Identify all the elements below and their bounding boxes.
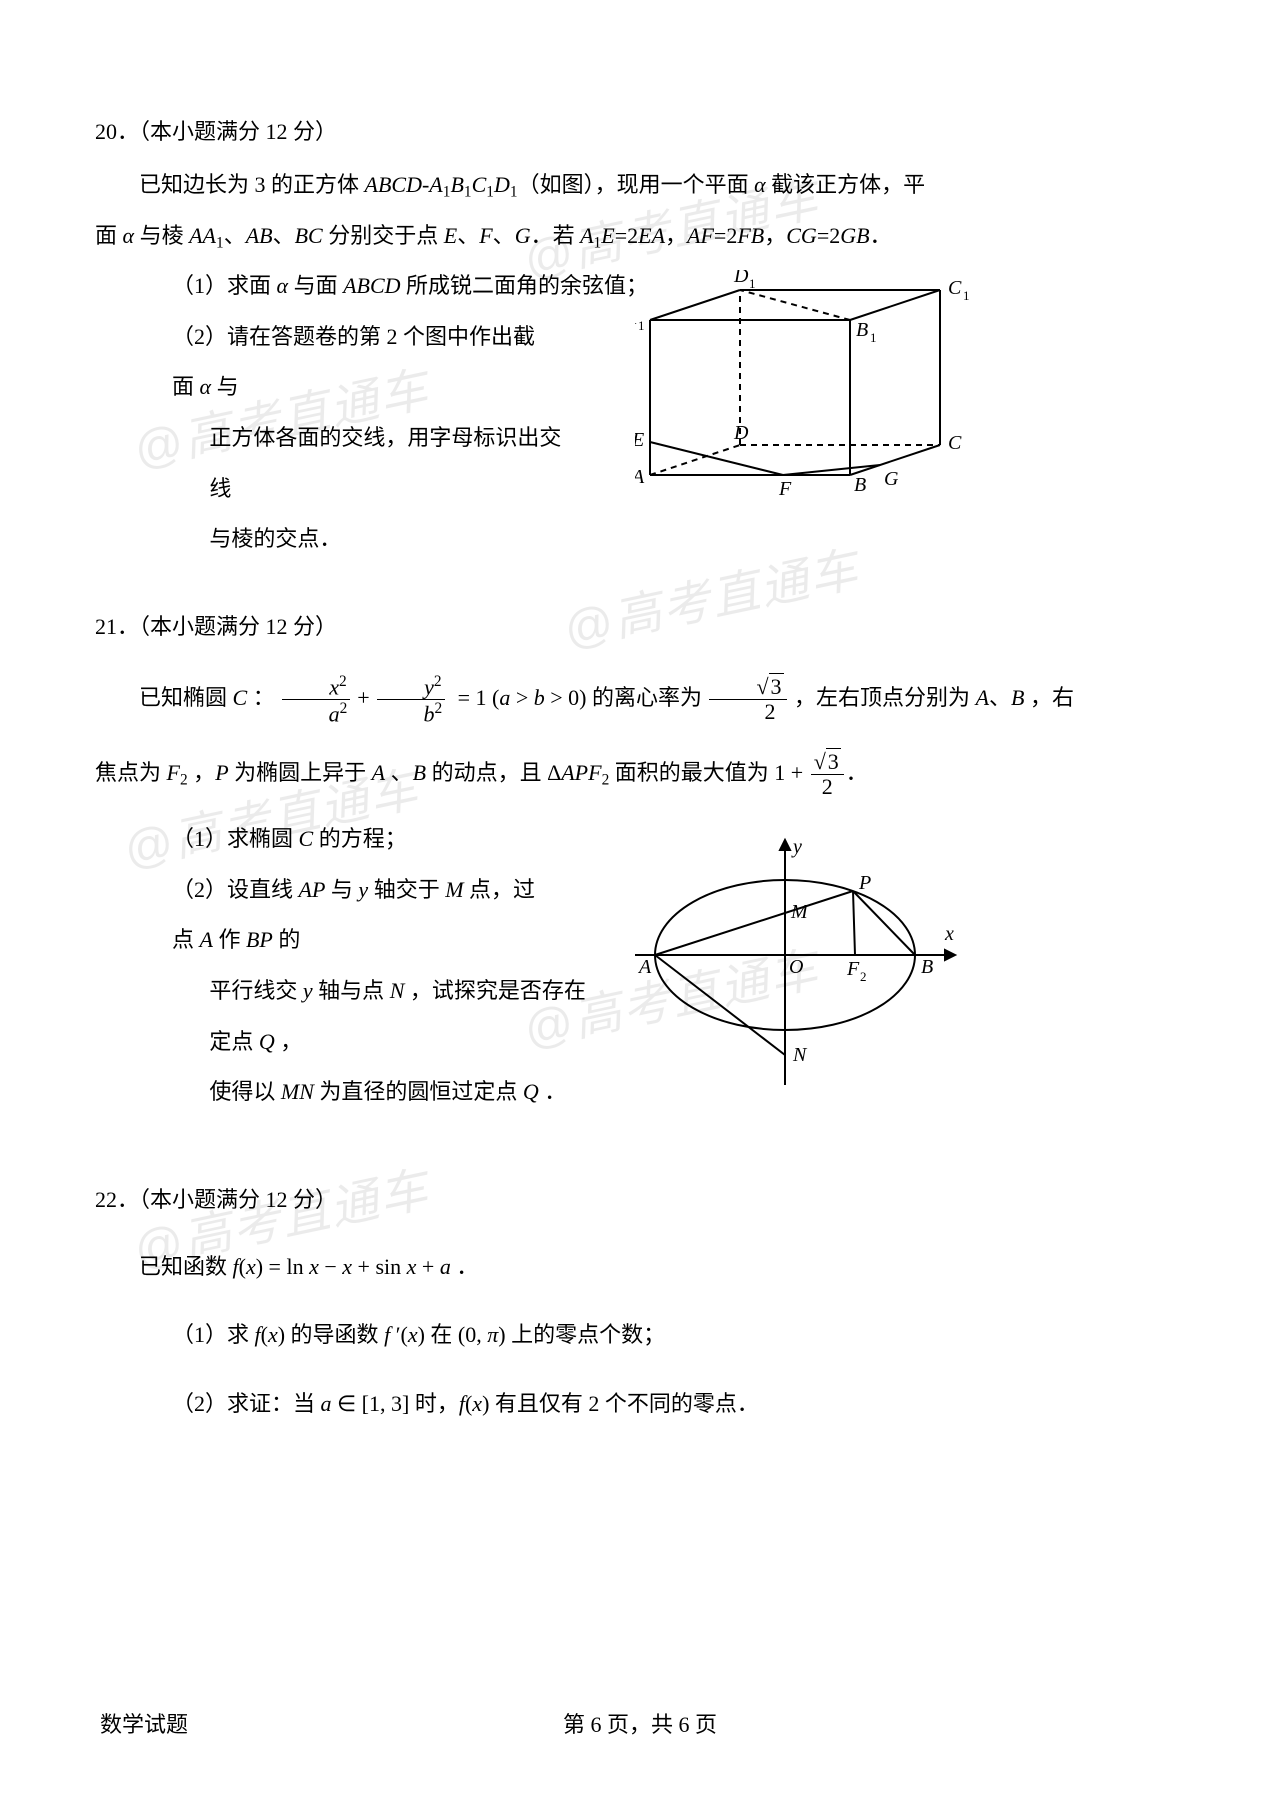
svg-text:1: 1 <box>749 276 756 291</box>
svg-text:A: A <box>635 466 645 488</box>
svg-text:B: B <box>856 319 868 341</box>
q20-text-1: 已知边长为 3 的正方体 ABCD-A1B1C1D1（如图），现用一个平面 α … <box>95 160 1185 211</box>
question-20: 20．（本小题满分 12 分） 已知边长为 3 的正方体 ABCD-A1B1C1… <box>95 110 1185 565</box>
svg-text:G: G <box>884 468 899 490</box>
q22-header: 22．（本小题满分 12 分） <box>95 1178 1185 1222</box>
svg-text:M: M <box>790 901 809 923</box>
svg-text:F: F <box>846 958 860 980</box>
svg-text:A: A <box>637 956 652 978</box>
q21-sub2-l3: 使得以 MN 为直径的圆恒过定点 Q ． <box>95 1067 595 1118</box>
svg-text:y: y <box>791 836 802 858</box>
q22-points: （本小题满分 12 分） <box>139 1187 337 1212</box>
svg-text:B: B <box>921 956 933 978</box>
svg-text:1: 1 <box>870 330 877 345</box>
svg-text:B: B <box>854 474 866 496</box>
q22-line1: 已知函数 f(x) = ln x − x + sin x + a ． <box>95 1242 1185 1293</box>
q21-line2: 焦点为 F2 ，P 为椭圆上异于 A 、B 的动点，且 ΔAPF2 面积的最大值… <box>95 748 1185 799</box>
footer-pagenum: 第 6 页，共 6 页 <box>563 1712 717 1737</box>
q21-sub2-l2: 平行线交 y 轴与点 N ，试探究是否存在定点 Q ， <box>95 966 595 1067</box>
q21-line1: 已知椭圆 C ： x2a2 + y2b2 = 1 (a > b > 0) 的离心… <box>95 673 1185 726</box>
svg-text:C: C <box>948 432 962 454</box>
question-22: 22．（本小题满分 12 分） 已知函数 f(x) = ln x − x + s… <box>95 1178 1185 1430</box>
q20-sub2-l3: 与棱的交点． <box>95 514 575 565</box>
q20-sub2-l1: （2）请在答题卷的第 2 个图中作出截面 α 与 <box>95 312 575 413</box>
q20-points: （本小题满分 12 分） <box>139 119 337 144</box>
svg-text:F: F <box>778 478 792 500</box>
q22-number: 22 <box>95 1187 117 1212</box>
question-21: 21．（本小题满分 12 分） 已知椭圆 C ： x2a2 + y2b2 = 1… <box>95 605 1185 1118</box>
q21-header: 21．（本小题满分 12 分） <box>95 605 1185 649</box>
q20-number: 20 <box>95 119 117 144</box>
q21-number: 21 <box>95 614 117 639</box>
cube-svg: A B C D A1 B1 C1 D1 E F G <box>635 270 985 510</box>
svg-text:1: 1 <box>638 318 645 333</box>
svg-text:O: O <box>789 956 803 978</box>
q20-text-2: 面 α 与棱 AA1、AB、BC 分别交于点 E、F、G．若 A1E=2EA，A… <box>95 211 1185 262</box>
svg-text:E: E <box>635 429 644 451</box>
svg-text:D: D <box>733 270 749 287</box>
page-footer: 数学试题 第 6 页，共 6 页 <box>0 1707 1280 1739</box>
q21-sub2-l1: （2）设直线 AP 与 y 轴交于 M 点，过点 A 作 BP 的 <box>95 865 595 966</box>
svg-text:2: 2 <box>860 969 867 984</box>
svg-text:x: x <box>944 923 954 945</box>
footer-subject: 数学试题 <box>100 1707 188 1739</box>
q22-sub1: （1）求 f(x) 的导函数 f ′(x) 在 (0, π) 上的零点个数； <box>95 1310 1185 1361</box>
q21-ellipse-diagram: A O F2 B P M N x y <box>635 835 975 1105</box>
svg-text:D: D <box>733 422 749 444</box>
svg-text:1: 1 <box>963 288 970 303</box>
q21-points: （本小题满分 12 分） <box>139 614 337 639</box>
q20-cube-diagram: A B C D A1 B1 C1 D1 E F G <box>635 270 985 510</box>
svg-text:P: P <box>858 872 871 894</box>
svg-text:C: C <box>948 277 962 299</box>
q20-header: 20．（本小题满分 12 分） <box>95 110 1185 154</box>
page: @高考直通车 @高考直通车 @高考直通车 @高考直通车 @高考直通车 @高考直通… <box>0 0 1280 1809</box>
q22-sub2: （2）求证：当 a ∈ [1, 3] 时，f(x) 有且仅有 2 个不同的零点． <box>95 1379 1185 1430</box>
ellipse-svg: A O F2 B P M N x y <box>635 835 975 1105</box>
svg-text:N: N <box>792 1044 808 1066</box>
svg-text:A: A <box>635 307 637 329</box>
q20-sub2-l2: 正方体各面的交线，用字母标识出交线 <box>95 413 575 514</box>
